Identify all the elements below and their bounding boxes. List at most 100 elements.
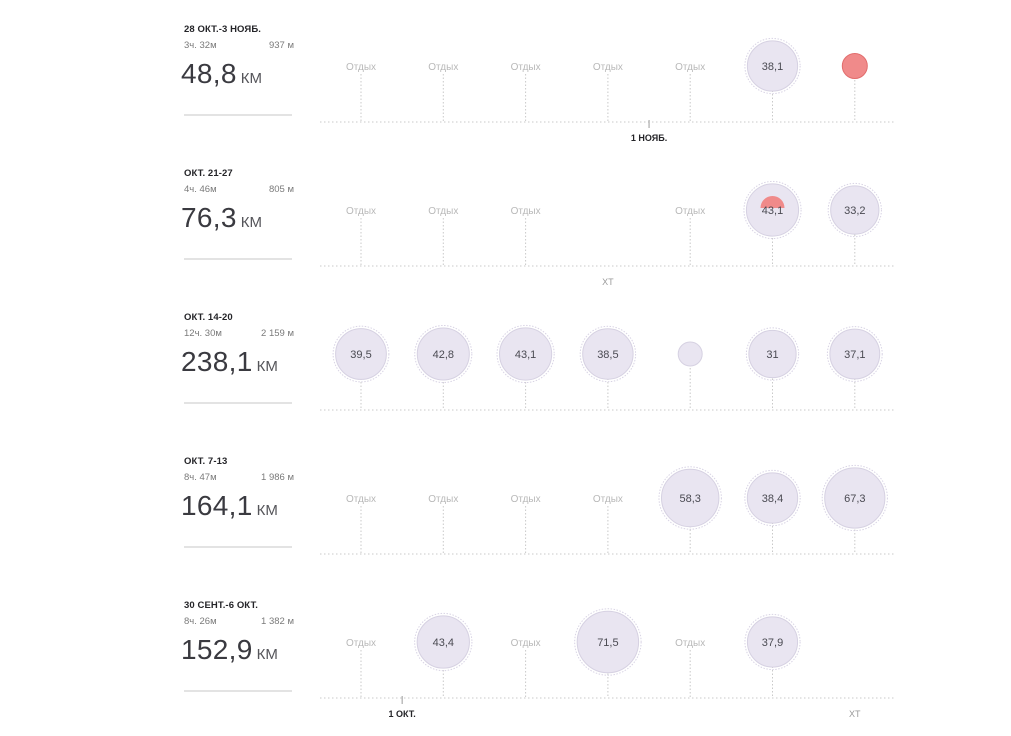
activity-bubble[interactable]: 38,4 — [744, 469, 801, 527]
bubble-circle — [824, 467, 886, 529]
month-marker-label: 1 ОКТ. — [388, 709, 416, 719]
week-moving-time: 8ч. 26м — [184, 616, 217, 627]
rest-day-label: Отдых — [511, 62, 541, 73]
bubble-circle — [416, 615, 470, 669]
week-distance-value: 164,1 — [181, 490, 253, 521]
week-moving-time: 4ч. 46м — [184, 184, 217, 195]
week-moving-time: 3ч. 32м — [184, 40, 217, 51]
bubble-distance-label: 38,4 — [762, 493, 783, 505]
week-chart-svg: Отдых Отдых Отдых Отдых Отдых 38,1 — [320, 37, 896, 128]
bubble-circle — [499, 327, 553, 381]
bubble-halo — [743, 180, 802, 240]
week-row: ОКТ. 21-27 4ч. 46м 805 м 76,3 КМ Отдых Отд… — [0, 160, 1011, 304]
rest-day-label: Отдых — [675, 206, 705, 217]
week-row: ОКТ. 14-20 12ч. 30м 2 159 м 238,1 КМ 39,5… — [0, 304, 1011, 448]
rest-day-label: Отдых — [511, 206, 541, 217]
bubble-circle — [746, 616, 799, 668]
activity-bubble[interactable]: 43,4 — [414, 612, 473, 672]
cross-training-label: XT — [602, 277, 614, 287]
bubble-halo — [658, 466, 722, 530]
week-elevation-gain: 1 986 м — [261, 472, 294, 483]
activity-bubble[interactable]: 38,5 — [579, 325, 637, 383]
bubble-halo — [496, 324, 555, 384]
bubble-distance-label: 37,1 — [844, 349, 865, 361]
bubble-circle — [746, 40, 799, 92]
week-total-distance: 164,1 КМ — [181, 490, 278, 522]
week-elevation-gain: 805 м — [268, 184, 294, 195]
bubble-halo — [414, 324, 473, 384]
week-distance-unit: КМ — [256, 358, 278, 375]
activity-bubble[interactable] — [677, 341, 703, 367]
activity-bubble[interactable]: 39,5 — [332, 325, 390, 383]
activity-bubble[interactable]: 43,1 — [496, 324, 555, 384]
bubble-halo — [744, 469, 801, 527]
cross-training-label: XT — [849, 709, 861, 719]
rest-day-label: Отдых — [428, 206, 458, 217]
bubble-circle — [745, 183, 800, 237]
rest-day-label: Отдых — [511, 494, 541, 505]
bubble-distance-label: 43,1 — [515, 349, 536, 361]
bubble-halo — [821, 464, 888, 532]
bubble-distance-label: 43,1 — [762, 205, 783, 217]
week-elevation-gain: 2 159 м — [261, 328, 294, 339]
week-date-range: ОКТ. 21-27 — [184, 168, 233, 179]
bubble-distance-label: 31 — [766, 349, 778, 361]
summary-divider — [184, 258, 292, 260]
month-marker-label: 1 НОЯБ. — [630, 133, 668, 143]
activity-bubble[interactable]: 37,9 — [744, 613, 801, 671]
rest-day-label: Отдых — [346, 494, 376, 505]
rest-day-label: Отдых — [346, 638, 376, 649]
activity-bubble[interactable]: 37,1 — [826, 326, 883, 382]
week-date-range: ОКТ. 7-13 — [184, 456, 228, 467]
week-moving-time: 12ч. 30м — [184, 328, 222, 339]
week-total-distance: 238,1 КМ — [181, 346, 278, 378]
week-elevation-gain: 1 382 м — [261, 616, 294, 627]
activity-bubble[interactable]: 71,5 — [574, 608, 642, 676]
bubble-circle — [582, 328, 634, 380]
week-row: 30 СЕНТ.-6 ОКТ. 8ч. 26м 1 382 м 152,9 КМ … — [0, 592, 1011, 736]
activity-bubble[interactable]: 42,8 — [414, 324, 473, 384]
bubble-distance-label: 38,5 — [597, 349, 618, 361]
activity-bubble[interactable]: 58,3 — [658, 466, 722, 530]
week-activity-chart: Отдых 43,4 Отдых 71,5 Отдых 37,9 1 ОКТ. XT — [0, 592, 1011, 736]
week-activity-chart: Отдых Отдых Отдых Отдых 58,3 38,4 67,3 — [0, 448, 1011, 592]
race-segment — [760, 196, 785, 208]
week-date-range: ОКТ. 14-20 — [184, 312, 233, 323]
week-activity-chart: Отдых Отдых Отдых Отдых 43,1 33,2 XT — [0, 160, 1011, 304]
bubble-circle — [746, 472, 799, 524]
bubble-halo — [579, 325, 637, 383]
week-activity-chart: Отдых Отдых Отдых Отдых Отдых 38,1 1 НОЯБ. — [0, 16, 1011, 160]
summary-divider — [184, 114, 292, 116]
bubble-circle — [416, 327, 470, 381]
summary-divider — [184, 690, 292, 692]
bubble-distance-label: 67,3 — [844, 493, 865, 505]
race-activity-bubble[interactable] — [841, 53, 868, 79]
bubble-circle — [677, 341, 703, 367]
week-chart-svg: Отдых 43,4 Отдых 71,5 Отдых 37,9 — [320, 608, 896, 704]
rest-day-label: Отдых — [346, 206, 376, 217]
week-distance-unit: КМ — [240, 214, 262, 231]
bubble-halo — [744, 37, 801, 95]
week-activity-chart: 39,5 42,8 43,1 38,5 31 37,1 — [0, 304, 1011, 448]
week-distance-value: 152,9 — [181, 634, 253, 665]
rest-day-label: Отдых — [428, 62, 458, 73]
bubble-distance-label: 39,5 — [350, 349, 371, 361]
bubble-circle — [829, 328, 881, 380]
bubble-circle — [576, 610, 640, 674]
race-circle — [841, 53, 868, 79]
bubble-distance-label: 43,4 — [433, 637, 454, 649]
week-row: ОКТ. 7-13 8ч. 47м 1 986 м 164,1 КМ Отдых О… — [0, 448, 1011, 592]
rest-day-label: Отдых — [346, 62, 376, 73]
week-distance-unit: КМ — [256, 502, 278, 519]
bubble-distance-label: 42,8 — [433, 349, 454, 361]
bubble-distance-label: 58,3 — [679, 493, 700, 505]
week-total-distance: 48,8 КМ — [181, 58, 262, 90]
week-elevation-gain: 937 м — [268, 40, 294, 51]
activity-bubble[interactable]: 38,1 — [744, 37, 801, 95]
activity-bubble[interactable]: 33,2 — [827, 182, 882, 238]
activity-bubble[interactable]: 43,1 — [743, 180, 802, 240]
bubble-circle — [335, 328, 387, 380]
activity-bubble[interactable]: 67,3 — [821, 464, 888, 532]
activity-bubble[interactable]: 31 — [745, 327, 800, 381]
week-total-distance: 152,9 КМ — [181, 634, 278, 666]
